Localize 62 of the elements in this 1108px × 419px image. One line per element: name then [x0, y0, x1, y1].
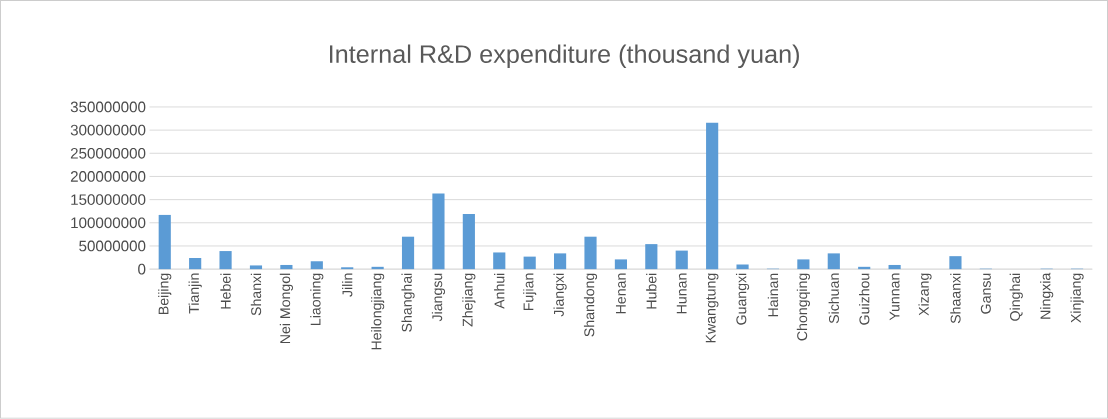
x-tick-label: Chongqing: [796, 273, 810, 341]
bar: [584, 236, 597, 270]
x-tick-label: Gansu: [980, 273, 991, 314]
x-tick-label: Tianjin: [188, 273, 202, 314]
x-tick-label: Shanxi: [250, 273, 262, 316]
x-tick-label: Shanghai: [401, 273, 415, 332]
x-tick-label: Sichuan: [828, 273, 839, 324]
y-tick-label: 0: [138, 263, 146, 275]
bar: [706, 122, 719, 270]
y-tick-label: 150000000: [71, 194, 146, 206]
x-tick-label: Anhui: [494, 273, 505, 310]
x-tick-label: Ningxia: [1040, 272, 1054, 319]
y-tick-label: 100000000: [71, 217, 146, 229]
x-tick-label: Henan: [615, 273, 626, 314]
bar: [219, 251, 232, 270]
y-tick-label: 250000000: [70, 148, 146, 159]
x-tick-label: Xinjiang: [1070, 273, 1084, 323]
x-tick-label: Yunnan: [889, 273, 900, 321]
x-tick-label: Hubei: [646, 273, 657, 309]
bar: [827, 253, 840, 270]
x-tick-label: Beijing: [158, 273, 172, 315]
bar: [189, 258, 202, 270]
y-tick-label: 50000000: [79, 240, 146, 252]
bar: [736, 264, 749, 270]
bar: [645, 244, 658, 270]
x-tick-label: Fujian: [523, 273, 537, 311]
y-tick-label: 300000000: [70, 124, 146, 136]
x-tick-label: Shaanxi: [950, 273, 961, 324]
x-tick-label: Jilin: [342, 273, 353, 298]
x-tick-label: Guizhou: [859, 273, 870, 325]
x-tick-label: Jiangsu: [431, 273, 446, 322]
chart-title: Internal R&D expenditure (thousand yuan): [329, 44, 799, 69]
x-tick-label: Hunan: [676, 273, 687, 314]
bar: [675, 250, 688, 270]
bar: [888, 265, 901, 270]
bar: [401, 236, 415, 270]
bar: [797, 259, 810, 270]
bar: [280, 265, 293, 270]
x-tick-label: Xizang: [918, 273, 932, 316]
bar: [523, 256, 536, 270]
bar: [158, 215, 171, 270]
bar: [493, 252, 506, 270]
bar: [432, 193, 445, 270]
bar: [554, 253, 567, 270]
x-tick-label: Kwangtung: [705, 273, 719, 343]
x-tick-label: Shandong: [583, 273, 598, 337]
y-tick-label: 200000000: [70, 171, 146, 182]
x-tick-label: Nei Mongol: [279, 273, 293, 344]
x-tick-label: Jiangxi: [553, 273, 567, 317]
bar: [249, 265, 263, 270]
x-tick-label: Hebei: [220, 273, 231, 309]
bar: [614, 259, 627, 270]
y-tick-label: 350000000: [70, 101, 146, 113]
bar: [462, 214, 475, 270]
x-tick-label: Guangxi: [735, 273, 750, 325]
bar: [949, 256, 962, 270]
bar: [310, 261, 323, 270]
x-tick-label: Heilongjiang: [371, 273, 385, 350]
x-tick-label: Zhejiang: [462, 273, 476, 327]
x-tick-label: Hainan: [767, 273, 779, 317]
x-tick-label: Liaoning: [310, 273, 324, 326]
x-tick-label: Qinghai: [1009, 273, 1023, 321]
